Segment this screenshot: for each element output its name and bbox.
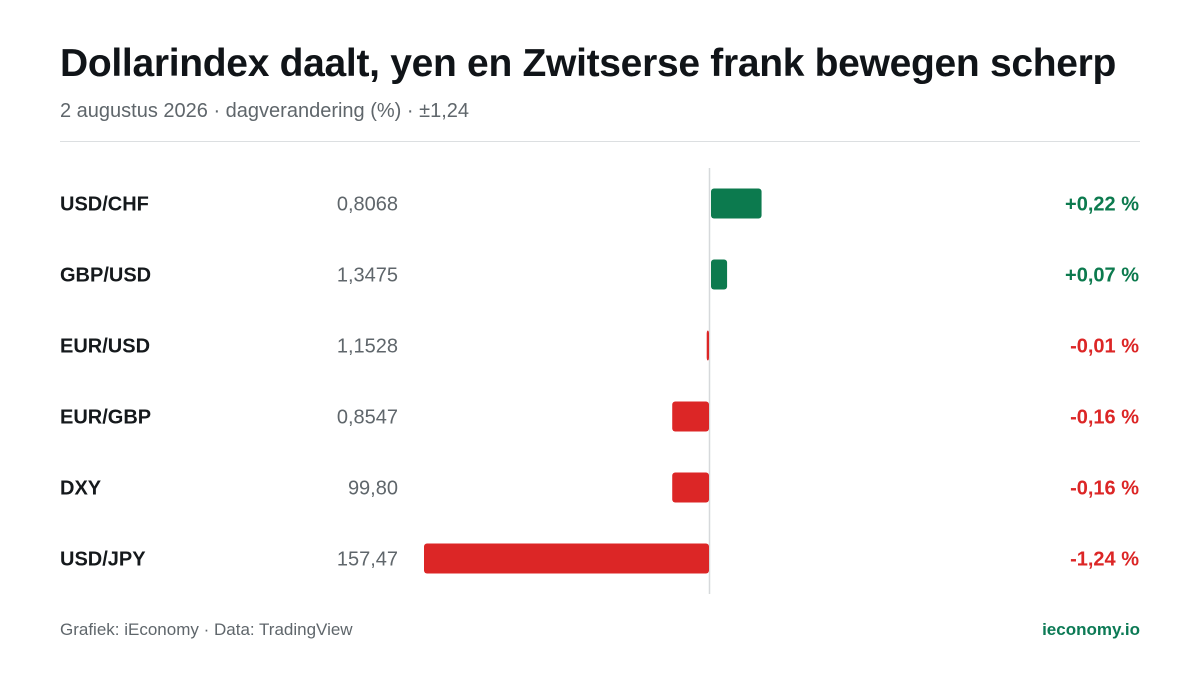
source-credit: Grafiek: iEconomy · Data: TradingView (60, 620, 353, 639)
price-label: 0,8068 (337, 194, 398, 216)
brand-link[interactable]: ieconomy.io (1042, 620, 1140, 639)
value-label: -1,24 % (1070, 549, 1139, 571)
category-label: USD/JPY (60, 549, 146, 571)
value-label: +0,22 % (1065, 194, 1139, 216)
category-label: EUR/USD (60, 336, 150, 358)
value-label: -0,16 % (1070, 407, 1139, 429)
bar (424, 543, 709, 574)
bar (672, 401, 709, 432)
bar (672, 472, 709, 503)
category-label: DXY (60, 478, 102, 500)
bar (711, 188, 762, 219)
bar (706, 330, 709, 361)
price-label: 1,3475 (337, 265, 398, 287)
price-label: 0,8547 (337, 407, 398, 429)
chart-title: Dollarindex daalt, yen en Zwitserse fran… (60, 42, 1117, 85)
category-label: USD/CHF (60, 194, 149, 216)
category-label: EUR/GBP (60, 407, 151, 429)
price-label: 1,1528 (337, 336, 398, 358)
price-label: 157,47 (337, 549, 398, 571)
value-label: -0,16 % (1070, 478, 1139, 500)
header-divider (60, 141, 1140, 142)
price-label: 99,80 (348, 478, 398, 500)
category-label: GBP/USD (60, 265, 151, 287)
bar (711, 259, 728, 290)
chart-subtitle: 2 augustus 2026 · dagverandering (%) · ±… (60, 100, 470, 122)
value-label: +0,07 % (1065, 265, 1139, 287)
value-label: -0,01 % (1070, 336, 1139, 358)
